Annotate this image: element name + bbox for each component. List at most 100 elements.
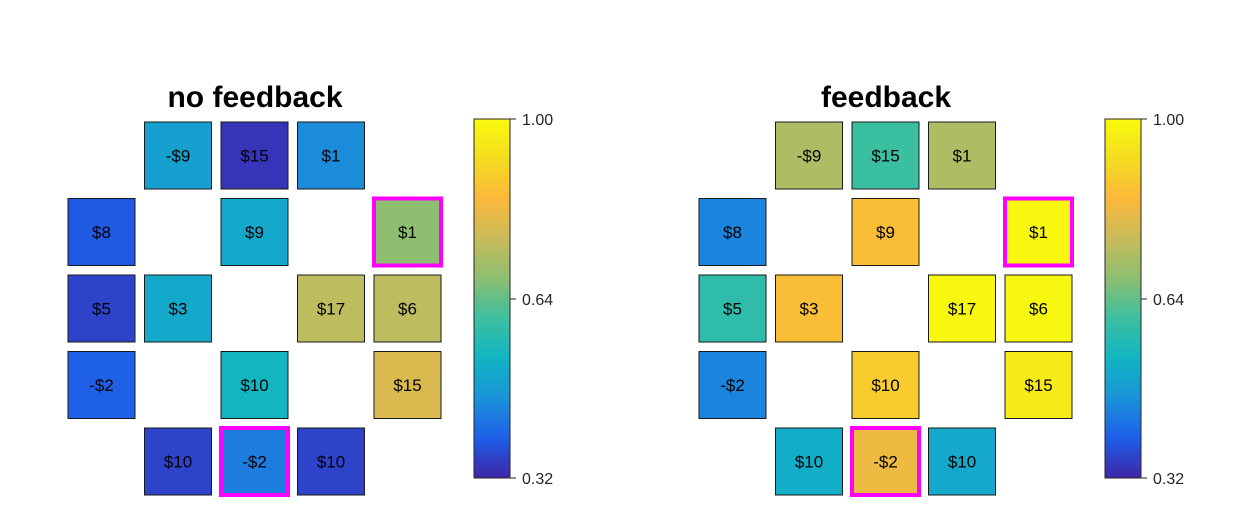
heatmap-cell-rect bbox=[851, 121, 920, 190]
heatmap-cell-rect bbox=[775, 121, 843, 190]
heatmap-grid: -$9 $15 $1 $8 $9 $1 $5 $3 $17 $6 -$2 $10 $15 $10 -$2 $1… bbox=[698, 121, 1074, 497]
heatmap-cell: -$2 bbox=[850, 426, 921, 497]
heatmap-cell-rect bbox=[928, 427, 996, 496]
heatmap-cell: -$9 bbox=[144, 121, 212, 190]
heatmap-cell-rect bbox=[67, 274, 136, 343]
heatmap-cell: $5 bbox=[67, 274, 136, 343]
heatmap-cell: $8 bbox=[67, 198, 136, 266]
heatmap-cell-rect bbox=[297, 274, 365, 343]
heatmap-cell-rect bbox=[851, 198, 920, 266]
heatmap-cell-label: $15 bbox=[240, 147, 268, 166]
colorbar-tick-label: 0.64 bbox=[1153, 292, 1184, 309]
heatmap-cell-rect bbox=[373, 274, 442, 343]
heatmap-cell-label: $17 bbox=[948, 300, 976, 319]
chart-title: feedback bbox=[821, 81, 951, 114]
heatmap-cell-label: $3 bbox=[800, 300, 819, 319]
heatmap-cell: $1 bbox=[1003, 196, 1074, 268]
heatmap-cell-rect bbox=[297, 427, 365, 496]
heatmap-cell-rect bbox=[1004, 351, 1073, 419]
heatmap-cell-label: $1 bbox=[322, 147, 341, 166]
heatmap-cell: $6 bbox=[373, 274, 442, 343]
heatmap-cell: -$2 bbox=[67, 351, 136, 419]
heatmap-cell-rect bbox=[220, 351, 289, 419]
heatmap-cell-rect bbox=[850, 426, 921, 497]
heatmap-cell-rect bbox=[851, 351, 920, 419]
heatmap-cell-rect bbox=[775, 427, 843, 496]
heatmap-grid: -$9 $15 $1 $8 $9 $1 $5 $3 $17 $6 -$2 $10 $15 $10 -$2 $1… bbox=[67, 121, 443, 497]
heatmap-cell: $1 bbox=[928, 121, 996, 190]
heatmap-cell-label: -$2 bbox=[89, 376, 114, 395]
heatmap-cell: $15 bbox=[851, 121, 920, 190]
heatmap-cell-rect bbox=[67, 198, 136, 266]
heatmap-cell-label: -$2 bbox=[242, 453, 267, 472]
heatmap-cell-rect bbox=[698, 351, 767, 419]
heatmap-cell-label: $5 bbox=[92, 300, 111, 319]
heatmap-cell: $15 bbox=[373, 351, 442, 419]
heatmap-cell-label: $3 bbox=[169, 300, 188, 319]
colorbar: 1.00 0.64 0.32 bbox=[473, 112, 553, 488]
colorbar-tick-top: 1.00 bbox=[1141, 112, 1184, 129]
heatmap-cell-label: $9 bbox=[245, 223, 264, 242]
heatmap-cell-label: $17 bbox=[317, 300, 345, 319]
heatmap-cell-rect bbox=[220, 198, 289, 266]
colorbar-gradient bbox=[473, 118, 511, 479]
heatmap-cell: $15 bbox=[220, 121, 289, 190]
colorbar: 1.00 0.64 0.32 bbox=[1104, 112, 1184, 488]
heatmap-cell-rect bbox=[373, 351, 442, 419]
heatmap-cell-label: $9 bbox=[876, 223, 895, 242]
heatmap-cell-label: $5 bbox=[723, 300, 742, 319]
heatmap-cell: $17 bbox=[928, 274, 996, 343]
heatmap-cell: $8 bbox=[698, 198, 767, 266]
heatmap-cell: $10 bbox=[775, 427, 843, 496]
heatmap-cell: $15 bbox=[1004, 351, 1073, 419]
colorbar-tick-label: 0.32 bbox=[1153, 471, 1184, 488]
heatmap-cell: $10 bbox=[851, 351, 920, 419]
heatmap-cell-rect bbox=[144, 121, 212, 190]
heatmap-cell-label: $10 bbox=[164, 453, 192, 472]
colorbar-tick-label: 0.64 bbox=[522, 292, 553, 309]
heatmap-cell-label: $1 bbox=[398, 223, 417, 242]
colorbar-tick-label: 1.00 bbox=[1153, 112, 1184, 129]
heatmap-cell: -$2 bbox=[219, 426, 290, 497]
heatmap-cell-label: $8 bbox=[92, 223, 111, 242]
heatmap-cell: $9 bbox=[220, 198, 289, 266]
heatmap-cell: $10 bbox=[928, 427, 996, 496]
heatmap-cell-rect bbox=[1004, 274, 1073, 343]
heatmap-cell: $3 bbox=[775, 274, 843, 343]
heatmap-cell-label: $15 bbox=[1024, 376, 1052, 395]
heatmap-cell-label: $1 bbox=[953, 147, 972, 166]
heatmap-cell-label: $15 bbox=[393, 376, 421, 395]
heatmap-cell: $9 bbox=[851, 198, 920, 266]
colorbar-tick-label: 0.32 bbox=[522, 471, 553, 488]
heatmap-cell-label: -$2 bbox=[720, 376, 745, 395]
heatmap-cell-rect bbox=[698, 274, 767, 343]
heatmap-cell-rect bbox=[775, 274, 843, 343]
heatmap-cell-label: $10 bbox=[948, 453, 976, 472]
heatmap-cell: $17 bbox=[297, 274, 365, 343]
heatmap-cell-label: $6 bbox=[398, 300, 417, 319]
heatmap-cell-rect bbox=[372, 196, 443, 268]
colorbar-tick-mid: 0.64 bbox=[510, 292, 553, 309]
heatmap-cell-rect bbox=[698, 198, 767, 266]
heatmap-cell: $1 bbox=[372, 196, 443, 268]
heatmap-cell-label: $8 bbox=[723, 223, 742, 242]
heatmap-cell: $6 bbox=[1004, 274, 1073, 343]
colorbar-tick-label: 1.00 bbox=[522, 112, 553, 129]
heatmap-cell: $10 bbox=[297, 427, 365, 496]
heatmap-cell-label: $10 bbox=[871, 376, 899, 395]
chart-panel-no-feedback: no feedback -$9 $15 $1 $8 $9 $1 $5 $3 $17 $6 -$2 $1… bbox=[67, 81, 553, 497]
heatmap-cell-label: $6 bbox=[1029, 300, 1048, 319]
heatmap-cell: $5 bbox=[698, 274, 767, 343]
heatmap-cell-rect bbox=[67, 351, 136, 419]
heatmap-cell-rect bbox=[144, 427, 212, 496]
heatmap-cell: $10 bbox=[144, 427, 212, 496]
colorbar-tick-bottom: 0.32 bbox=[510, 471, 553, 488]
heatmap-cell-rect bbox=[219, 426, 290, 497]
heatmap-cell: -$9 bbox=[775, 121, 843, 190]
chart-panel-feedback: feedback -$9 $15 $1 $8 $9 $1 $5 $3 $17 $6 -$2 $10 $1… bbox=[698, 81, 1184, 497]
heatmap-cell-label: $10 bbox=[240, 376, 268, 395]
heatmap-cell: $10 bbox=[220, 351, 289, 419]
chart-title: no feedback bbox=[167, 81, 342, 114]
colorbar-tick-top: 1.00 bbox=[510, 112, 553, 129]
